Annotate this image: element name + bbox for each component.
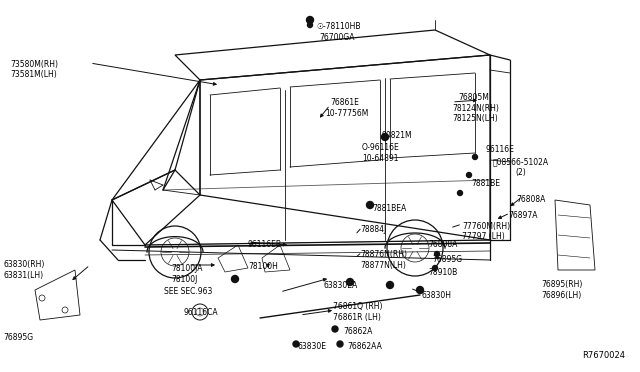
Circle shape [367, 202, 374, 208]
Circle shape [387, 282, 394, 289]
Text: 90821M: 90821M [382, 131, 413, 140]
Text: 76862AA: 76862AA [347, 342, 382, 351]
Text: 78876N(RH): 78876N(RH) [360, 250, 407, 259]
Text: 76861Q (RH): 76861Q (RH) [333, 302, 383, 311]
Circle shape [346, 279, 353, 285]
Text: 63830E: 63830E [298, 342, 327, 351]
Text: 76895(RH): 76895(RH) [541, 280, 582, 289]
Text: 96116E: 96116E [486, 145, 515, 154]
Circle shape [381, 134, 388, 141]
Text: 73580M(RH): 73580M(RH) [10, 60, 58, 69]
Text: 76808A: 76808A [516, 195, 545, 204]
Text: 76861E: 76861E [330, 98, 359, 107]
Circle shape [433, 266, 438, 270]
Text: 78100J: 78100J [171, 275, 197, 284]
Circle shape [332, 326, 338, 332]
Text: 7881BE: 7881BE [471, 179, 500, 188]
Text: 76897A: 76897A [508, 211, 538, 220]
Circle shape [472, 154, 477, 160]
Circle shape [307, 22, 312, 28]
Text: 78124N(RH): 78124N(RH) [452, 104, 499, 113]
Text: 76895G: 76895G [432, 255, 462, 264]
Text: R7670024: R7670024 [582, 351, 625, 360]
Text: 76808A: 76808A [428, 240, 458, 249]
Circle shape [232, 276, 239, 282]
Text: (2): (2) [515, 168, 525, 177]
Circle shape [417, 286, 424, 294]
Text: 76862A: 76862A [343, 327, 372, 336]
Text: 76805M: 76805M [458, 93, 489, 102]
Text: 73581M(LH): 73581M(LH) [10, 70, 57, 79]
Text: 76895G: 76895G [3, 333, 33, 342]
Text: 7881BEA: 7881BEA [372, 204, 406, 213]
Circle shape [293, 341, 299, 347]
Text: ☉-78110HB: ☉-78110HB [316, 22, 360, 31]
Circle shape [467, 173, 472, 177]
Circle shape [435, 251, 440, 257]
Text: 96116EB: 96116EB [247, 240, 281, 249]
Text: 78100H: 78100H [248, 262, 278, 271]
Text: 76861R (LH): 76861R (LH) [333, 313, 381, 322]
Text: 10-64891: 10-64891 [362, 154, 399, 163]
Circle shape [458, 190, 463, 196]
Text: 78100JA: 78100JA [171, 264, 202, 273]
Text: 10-77756M: 10-77756M [325, 109, 369, 118]
Text: 63831(LH): 63831(LH) [3, 271, 43, 280]
Text: 77760M(RH): 77760M(RH) [462, 222, 510, 231]
Circle shape [337, 341, 343, 347]
Text: 78125N(LH): 78125N(LH) [452, 114, 498, 123]
Text: O-96116E: O-96116E [362, 143, 400, 152]
Text: SEE SEC.963: SEE SEC.963 [164, 287, 212, 296]
Text: 78910B: 78910B [428, 268, 457, 277]
Text: 76896(LH): 76896(LH) [541, 291, 581, 300]
Text: 96116CA: 96116CA [184, 308, 219, 317]
Text: 63830EA: 63830EA [323, 281, 357, 290]
Text: 76700GA: 76700GA [319, 33, 355, 42]
Circle shape [307, 16, 314, 23]
Text: Ⓝ08566-5102A: Ⓝ08566-5102A [493, 157, 549, 166]
Text: 63830H: 63830H [422, 291, 452, 300]
Text: 78884J: 78884J [360, 225, 387, 234]
Text: 63830(RH): 63830(RH) [3, 260, 44, 269]
Text: 78877N(LH): 78877N(LH) [360, 261, 406, 270]
Text: 77797 (LH): 77797 (LH) [462, 232, 505, 241]
